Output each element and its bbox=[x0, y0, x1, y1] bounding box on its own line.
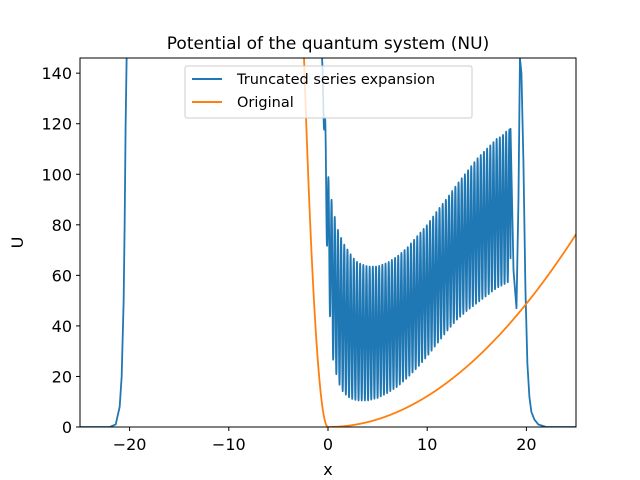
x-tick-label: −20 bbox=[113, 435, 147, 454]
x-tick-label: 20 bbox=[516, 435, 536, 454]
y-tick-label: 80 bbox=[52, 216, 72, 235]
legend-label-truncated: Truncated series expansion bbox=[236, 72, 435, 88]
y-tick-label: 0 bbox=[62, 418, 72, 437]
chart-title: Potential of the quantum system (NU) bbox=[167, 34, 489, 54]
x-axis-label: x bbox=[323, 460, 332, 479]
series-original-line bbox=[303, 58, 576, 427]
y-tick-label: 120 bbox=[41, 115, 72, 134]
y-axis-label: U bbox=[8, 237, 27, 249]
legend-box bbox=[184, 65, 473, 119]
y-tick-label: 100 bbox=[41, 165, 72, 184]
y-tick-label: 20 bbox=[52, 367, 72, 386]
legend: Truncated series expansion Original bbox=[184, 65, 473, 119]
series-truncated-line bbox=[80, 58, 576, 427]
y-tick-label: 140 bbox=[41, 64, 72, 83]
ticks-layer: −20 −10 0 10 20 0 20 40 60 80 100 120 140 bbox=[41, 64, 536, 454]
x-tick-label: 10 bbox=[417, 435, 437, 454]
x-tick-label: −10 bbox=[212, 435, 246, 454]
y-tick-label: 40 bbox=[52, 317, 72, 336]
x-tick-label: 0 bbox=[323, 435, 333, 454]
legend-label-original: Original bbox=[237, 95, 294, 111]
series-layer bbox=[80, 58, 576, 427]
y-tick-label: 60 bbox=[52, 266, 72, 285]
